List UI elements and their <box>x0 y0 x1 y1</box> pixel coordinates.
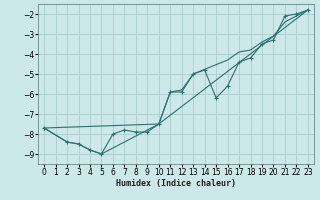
X-axis label: Humidex (Indice chaleur): Humidex (Indice chaleur) <box>116 179 236 188</box>
